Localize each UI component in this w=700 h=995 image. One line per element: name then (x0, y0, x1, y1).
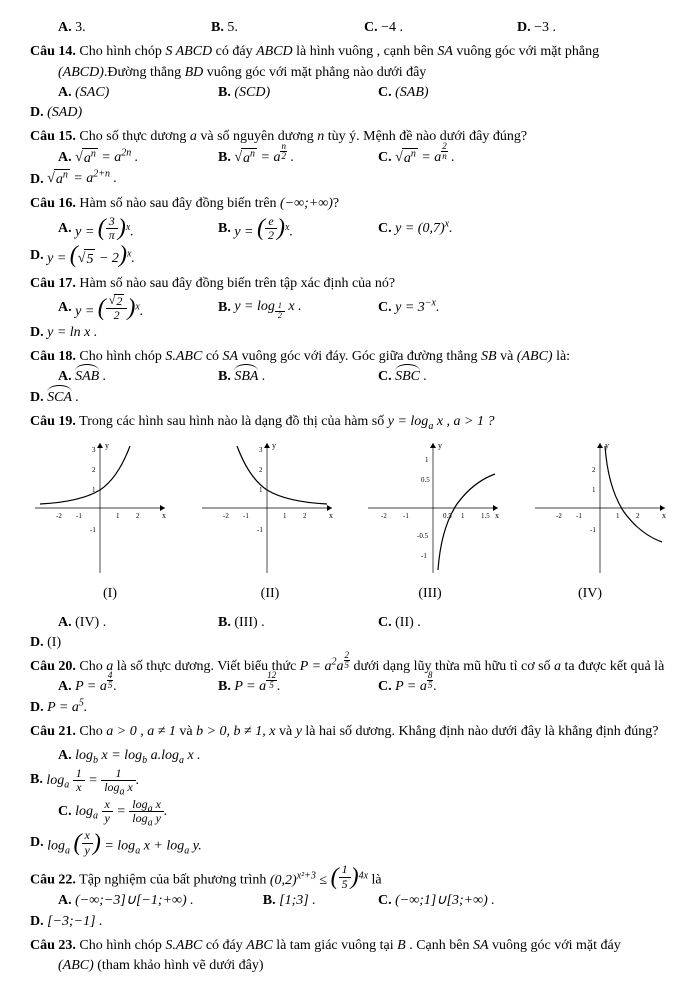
svg-text:1: 1 (461, 512, 465, 520)
svg-text:y: y (105, 441, 109, 450)
svg-text:-2: -2 (56, 512, 62, 520)
q18-options: A. SAB . B. SBA . C. SBC . D. SCA . (30, 367, 670, 408)
svg-text:x: x (329, 511, 333, 520)
opt-d-val: −3 . (534, 18, 556, 38)
svg-text:2: 2 (259, 466, 263, 474)
svg-text:-2: -2 (381, 512, 387, 520)
svg-text:-1: -1 (76, 512, 82, 520)
svg-text:0.5: 0.5 (421, 476, 430, 484)
svg-text:2: 2 (636, 512, 640, 520)
svg-text:-0.5: -0.5 (417, 532, 429, 540)
svg-text:-1: -1 (257, 526, 263, 534)
q19-options: A. (IV) . B. (III) . C. (II) . D. (I) (30, 613, 670, 654)
question-20: Câu 20. Cho a là số thực dương. Viết biể… (30, 657, 670, 677)
opt-b-val: 5. (227, 18, 238, 38)
pre-options: A. 3. B. 5. C. −4 . D. −3 . (30, 18, 670, 38)
svg-text:2: 2 (92, 466, 96, 474)
graph-4: xy -2-112 12 -1 (530, 438, 670, 578)
svg-text:-1: -1 (243, 512, 249, 520)
question-22: Câu 22. Tập nghiệm của bất phương trình … (30, 863, 670, 891)
svg-text:-2: -2 (223, 512, 229, 520)
q14-options: A. (SAC) B. (SCD) C. (SAB) D. (SAD) (30, 83, 670, 124)
svg-text:-1: -1 (90, 526, 96, 534)
q14-title: Câu 14. (30, 44, 76, 59)
svg-text:-1: -1 (576, 512, 582, 520)
svg-text:2: 2 (592, 466, 596, 474)
svg-text:x: x (162, 511, 166, 520)
svg-text:3: 3 (92, 446, 96, 454)
svg-text:1: 1 (425, 456, 429, 464)
svg-text:2: 2 (136, 512, 140, 520)
opt-a: A. 3. (58, 18, 211, 38)
opt-b: B. 5. (211, 18, 364, 38)
question-19: Câu 19. Trong các hình sau hình nào là d… (30, 412, 670, 432)
question-21: Câu 21. Cho a > 0 , a ≠ 1 và b > 0, b ≠ … (30, 722, 670, 742)
q16-options: A. y = (3π)x. B. y = (e2)x. C. y = (0,7)… (30, 215, 670, 270)
q20-options: A. P = a45. B. P = a125. C. P = a85. D. … (30, 677, 670, 718)
svg-text:-2: -2 (556, 512, 562, 520)
svg-text:x: x (495, 511, 499, 520)
svg-text:y: y (438, 441, 442, 450)
question-16: Câu 16. Hàm số nào sau đây đồng biến trê… (30, 194, 670, 214)
svg-text:1: 1 (283, 512, 287, 520)
svg-text:-1: -1 (421, 552, 427, 560)
svg-text:-1: -1 (403, 512, 409, 520)
question-17: Câu 17. Hàm số nào sau đây đồng biến trê… (30, 274, 670, 294)
svg-text:x: x (662, 511, 666, 520)
question-18: Câu 18. Cho hình chóp S.ABC có SA vuông … (30, 347, 670, 367)
svg-text:y: y (272, 441, 276, 450)
graph-1: xy -2-112 123 -1 (30, 438, 170, 578)
svg-text:1: 1 (116, 512, 120, 520)
svg-text:3: 3 (259, 446, 263, 454)
opt-c-val: −4 . (381, 18, 403, 38)
q22-options: A. (−∞;−3]∪[−1;+∞) . B. [1;3] . C. (−∞;1… (30, 891, 670, 932)
q15-options: A. an = a2n . B. an = an2 . C. an = a2n … (30, 148, 670, 191)
graph-3: xy -1-20.511.5 0.51 -0.5-1 (363, 438, 503, 578)
svg-text:1: 1 (616, 512, 620, 520)
question-23: Câu 23. Cho hình chóp S.ABC có đáy ABC l… (30, 936, 670, 977)
svg-text:2: 2 (303, 512, 307, 520)
q19-graphs: xy -2-112 123 -1 xy -2-112 123 -1 xy -1-… (30, 438, 670, 578)
q19-graph-labels: (I) (II) (III) (IV) (30, 584, 670, 604)
question-14: Câu 14. Cho hình chóp S ABCD có đáy ABCD… (30, 42, 670, 83)
opt-c: C. −4 . (364, 18, 517, 38)
svg-text:1.5: 1.5 (481, 512, 490, 520)
graph-2: xy -2-112 123 -1 (197, 438, 337, 578)
svg-text:-1: -1 (590, 526, 596, 534)
q21-options: A. logb x = logb a.loga x . B. loga 1x =… (30, 746, 670, 857)
question-15: Câu 15. Cho số thực dương a và số nguyên… (30, 127, 670, 147)
svg-text:1: 1 (592, 486, 596, 494)
opt-a-val: 3. (75, 18, 86, 38)
q17-options: A. y = (22)x. B. y = log12 x . C. y = 3−… (30, 294, 670, 343)
opt-d: D. −3 . (517, 18, 670, 38)
